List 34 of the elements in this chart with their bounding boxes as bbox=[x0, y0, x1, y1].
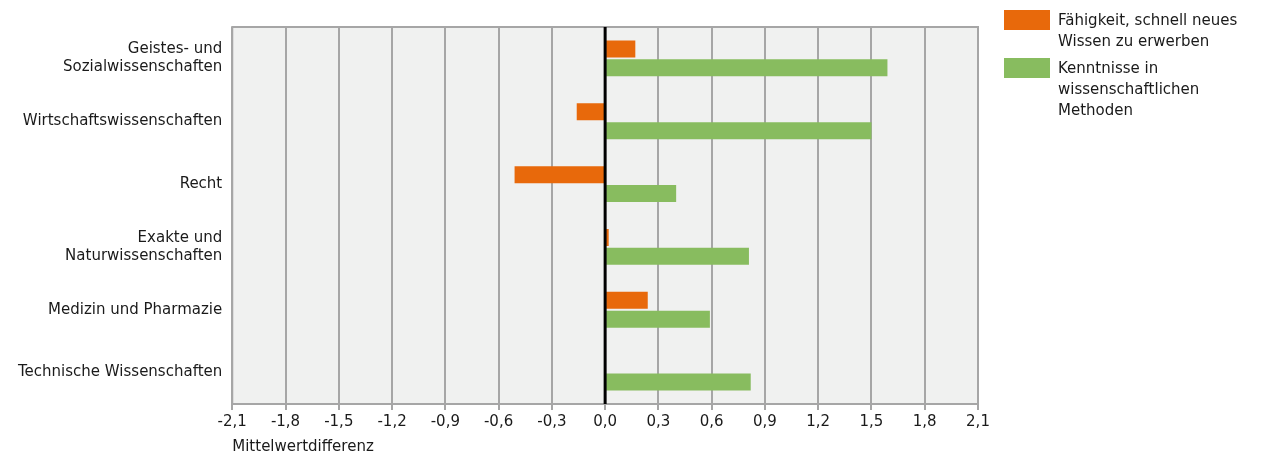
x-tick-label: -1,2 bbox=[377, 411, 407, 430]
x-tick-label: 0,9 bbox=[753, 411, 777, 430]
bar bbox=[606, 373, 751, 391]
x-tick-label: -1,5 bbox=[324, 411, 354, 430]
y-tick-label: Exakte und Naturwissenschaften bbox=[65, 227, 223, 264]
bar bbox=[514, 166, 605, 184]
bar bbox=[606, 247, 749, 265]
x-tick-label: -0,6 bbox=[483, 411, 514, 430]
x-tick-label: 0,0 bbox=[593, 411, 618, 430]
x-tick-label: 0,3 bbox=[646, 411, 671, 430]
bar bbox=[606, 310, 710, 328]
x-tick-label: 1,5 bbox=[859, 411, 884, 430]
x-tick-label: -1,8 bbox=[270, 411, 301, 430]
bar bbox=[606, 291, 648, 309]
x-tick-label: -0,9 bbox=[430, 411, 460, 430]
y-tick-label: Medizin und Pharmazie bbox=[48, 299, 223, 318]
bar bbox=[606, 122, 872, 140]
bar bbox=[606, 185, 677, 202]
x-tick-label: 2,1 bbox=[966, 411, 990, 430]
x-tick-label: 1,2 bbox=[806, 411, 831, 430]
legend-label: Kenntnisse in wissenschaftlichen Methoden bbox=[1058, 58, 1201, 121]
x-tick-label: 1,8 bbox=[912, 411, 937, 430]
y-tick-label: Technische Wissenschaften bbox=[17, 362, 223, 381]
x-tick-label: 0,6 bbox=[699, 411, 724, 430]
legend-label: Fähigkeit, schnell neues Wissen zu erwerben bbox=[1058, 10, 1239, 52]
bar bbox=[606, 59, 888, 77]
bar bbox=[606, 40, 636, 58]
x-tick-label: -0,3 bbox=[537, 411, 567, 430]
y-tick-label: Geistes- und Sozialwissenschaften bbox=[62, 39, 223, 76]
y-tick-label: Wirtschaftswissenschaften bbox=[22, 111, 223, 130]
x-tick-label: -2,1 bbox=[217, 411, 247, 430]
bar bbox=[576, 103, 605, 121]
y-tick-label: Recht bbox=[179, 173, 223, 192]
x-axis-title: Mittelwertdifferenz bbox=[232, 436, 374, 455]
